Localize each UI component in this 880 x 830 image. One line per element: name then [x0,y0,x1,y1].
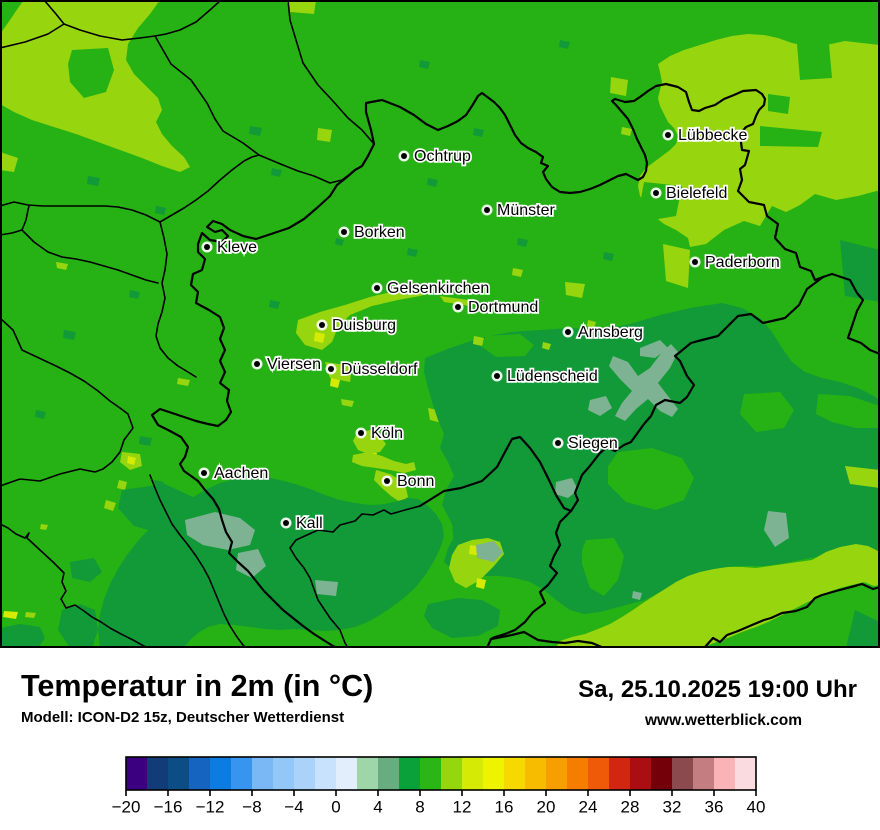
svg-text:Arnsberg: Arnsberg [578,324,643,341]
svg-text:12: 12 [453,798,472,817]
svg-text:Münster: Münster [497,202,555,219]
svg-text:Siegen: Siegen [568,435,618,452]
svg-text:Dortmund: Dortmund [468,299,538,316]
svg-text:Gelsenkirchen: Gelsenkirchen [387,280,489,297]
svg-text:−8: −8 [242,798,261,817]
svg-text:−20: −20 [112,798,141,817]
svg-text:Kall: Kall [296,515,323,532]
svg-text:Kleve: Kleve [217,239,257,256]
svg-text:0: 0 [331,798,340,817]
svg-text:Duisburg: Duisburg [332,317,396,334]
svg-text:Bielefeld: Bielefeld [666,185,727,202]
svg-text:Ochtrup: Ochtrup [414,148,471,165]
svg-text:Viersen: Viersen [267,356,321,373]
svg-text:32: 32 [663,798,682,817]
svg-text:28: 28 [621,798,640,817]
svg-text:24: 24 [579,798,598,817]
svg-text:−16: −16 [154,798,183,817]
svg-text:36: 36 [705,798,724,817]
svg-text:20: 20 [537,798,556,817]
svg-text:Borken: Borken [354,224,405,241]
svg-text:−4: −4 [284,798,303,817]
svg-text:40: 40 [747,798,766,817]
svg-text:Köln: Köln [371,425,403,442]
svg-text:4: 4 [373,798,382,817]
svg-text:16: 16 [495,798,514,817]
svg-text:Paderborn: Paderborn [705,254,780,271]
svg-text:8: 8 [415,798,424,817]
svg-text:Lüdenscheid: Lüdenscheid [507,368,598,385]
svg-text:Aachen: Aachen [214,465,268,482]
svg-text:Bonn: Bonn [397,473,434,490]
svg-text:−12: −12 [196,798,225,817]
svg-text:Düsseldorf: Düsseldorf [341,361,418,378]
svg-text:Lübbecke: Lübbecke [678,127,747,144]
